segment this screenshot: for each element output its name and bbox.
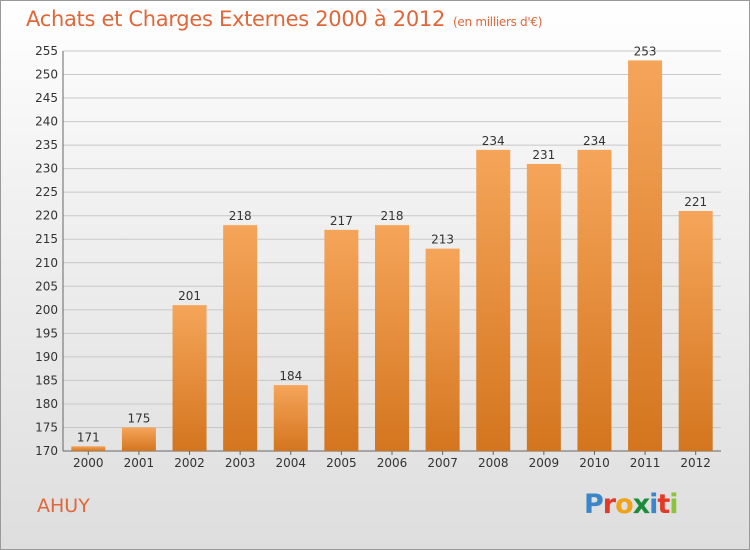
y-tick-label: 190 [35, 350, 58, 364]
bar [273, 385, 308, 451]
y-tick-label: 225 [35, 185, 58, 199]
y-tick-label: 215 [35, 232, 58, 246]
data-label: 213 [431, 233, 454, 247]
x-tick-label: 2006 [377, 456, 408, 470]
x-tick-label: 2007 [427, 456, 458, 470]
y-tick-label: 205 [35, 279, 58, 293]
bar [425, 248, 460, 451]
x-tick-label: 2003 [225, 456, 256, 470]
x-tick-label: 2008 [478, 456, 509, 470]
bar [71, 446, 106, 451]
data-label: 201 [178, 289, 201, 303]
x-tick-label: 2010 [579, 456, 610, 470]
data-label: 184 [279, 369, 302, 383]
x-tick-label: 2009 [529, 456, 560, 470]
y-tick-label: 250 [35, 68, 58, 82]
y-tick-label: 240 [35, 115, 58, 129]
x-tick-label: 2012 [680, 456, 711, 470]
x-tick-label: 2005 [326, 456, 357, 470]
y-tick-label: 230 [35, 162, 58, 176]
chart-title: Achats et Charges Externes 2000 à 2012 (e… [26, 7, 542, 31]
data-label: 218 [229, 209, 252, 223]
commune-name: AHUY [37, 495, 90, 517]
y-tick-label: 195 [35, 326, 58, 340]
bar [324, 229, 359, 451]
y-tick-label: 180 [35, 397, 58, 411]
data-label: 253 [634, 44, 657, 58]
y-tick-label: 235 [35, 138, 58, 152]
y-tick-label: 210 [35, 256, 58, 270]
bar [375, 225, 409, 451]
x-tick-label: 2011 [630, 456, 661, 470]
data-label: 234 [482, 134, 505, 148]
data-label: 221 [684, 195, 707, 209]
y-tick-label: 170 [35, 444, 58, 458]
chart-title-text: Achats et Charges Externes 2000 à 2012 [26, 7, 446, 31]
proxiti-logo: Proxiti [584, 489, 679, 520]
data-label: 217 [330, 214, 353, 228]
bar [577, 149, 612, 451]
bar [172, 305, 207, 451]
x-tick-label: 2004 [275, 456, 306, 470]
bar [526, 163, 561, 452]
bar [223, 225, 258, 451]
y-tick-label: 175 [35, 420, 58, 434]
bar [628, 60, 663, 451]
y-tick-label: 245 [35, 91, 58, 105]
bar [121, 427, 156, 451]
y-tick-label: 200 [35, 303, 58, 317]
y-tick-label: 255 [35, 44, 58, 58]
x-tick-label: 2000 [73, 456, 104, 470]
y-tick-label: 220 [35, 209, 58, 223]
x-tick-label: 2001 [124, 456, 155, 470]
bar [476, 149, 511, 451]
data-label: 234 [583, 134, 606, 148]
bar [678, 211, 713, 451]
chart-unit: (en milliers d'€) [453, 15, 543, 29]
data-label: 231 [532, 148, 555, 162]
data-label: 175 [127, 411, 150, 425]
x-tick-label: 2002 [174, 456, 205, 470]
y-tick-label: 185 [35, 373, 58, 387]
data-label: 171 [77, 430, 100, 444]
data-label: 218 [381, 209, 404, 223]
